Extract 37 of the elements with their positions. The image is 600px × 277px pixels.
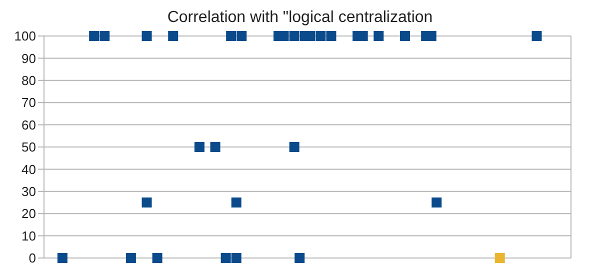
point [194,142,204,152]
point [316,31,326,41]
point [532,31,542,41]
point [126,253,136,263]
y-tick-label: 20 [22,206,36,222]
point [210,142,220,152]
point [374,31,384,41]
y-tick-label: 30 [22,184,36,200]
y-tick-label: 60 [22,117,36,132]
point [142,31,152,41]
y-tick-label: 0 [28,250,36,266]
point [152,253,162,263]
point [236,31,247,41]
point [231,198,242,208]
y-tick-label: 100 [14,28,36,44]
point [168,31,178,41]
y-tick-label: 80 [22,73,36,88]
point [400,31,410,41]
point [89,31,100,41]
chart-title: Correlation with "logical centralization [166,8,434,28]
y-tick-label: 10 [22,228,36,244]
y-tick-label: 70 [22,95,36,110]
y-tick-label: 40 [22,162,36,177]
point [432,198,442,208]
point [220,253,231,263]
point [226,31,236,41]
point [326,31,336,41]
point [142,198,152,208]
point [494,253,505,263]
y-tick-label: 90 [22,50,36,66]
point [289,31,300,41]
point [100,31,110,41]
point [289,142,300,152]
point [231,253,242,263]
y-tick-label: 50 [22,140,36,155]
point [294,253,305,263]
point [57,253,68,263]
